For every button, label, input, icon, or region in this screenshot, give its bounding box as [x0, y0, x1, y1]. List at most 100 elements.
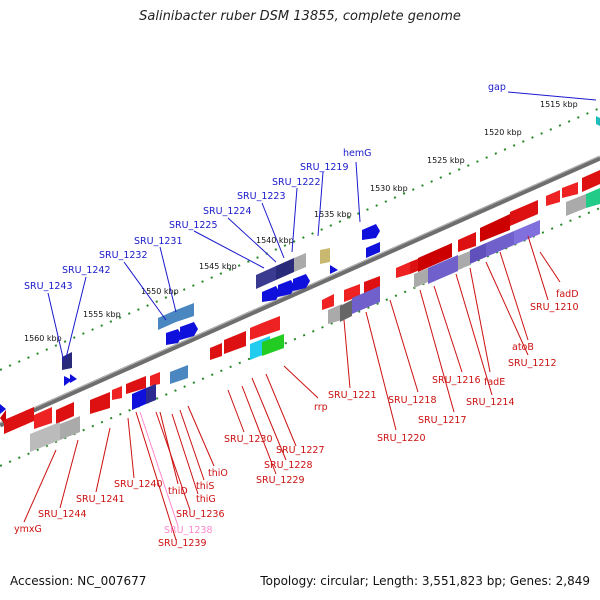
gene-arrow: [293, 274, 310, 291]
leader-line: [389, 299, 419, 393]
gene-label-SRU_1216: SRU_1216: [432, 375, 481, 386]
gene-arrow: [4, 407, 34, 434]
gene-arrow: [514, 220, 540, 245]
gene-arrow: [294, 253, 306, 272]
leader-line: [455, 273, 493, 396]
gene-arrow: [224, 331, 246, 354]
gene-label-SRU_1210: SRU_1210: [530, 302, 579, 313]
scale-label: 1550 kbp: [141, 287, 179, 296]
map-title: Salinibacter ruber DSM 13855, complete g…: [139, 9, 461, 24]
genome-summary: Topology: circular; Length: 3,551,823 bp…: [260, 574, 590, 588]
scale-label: 1560 kbp: [24, 334, 62, 343]
gene-label-SRU_1230: SRU_1230: [224, 434, 273, 445]
gene-label-fadD: fadD: [556, 289, 579, 300]
scale-label: 1545 kbp: [199, 262, 237, 271]
genes-text: Genes: 2,849: [509, 574, 590, 588]
gene-arrow: [276, 258, 294, 280]
leader-line: [59, 439, 79, 509]
gene-label-SRU_1222: SRU_1222: [272, 177, 321, 188]
gene-arrow: [328, 304, 342, 324]
leader-line: [95, 427, 111, 493]
leader-line: [365, 311, 397, 431]
gene-label-SRU_1229: SRU_1229: [256, 475, 305, 486]
scale-label: 1535 kbp: [314, 210, 352, 219]
genome-backbone-highlight: [0, 155, 600, 424]
gene-arrow: [470, 243, 486, 264]
leader-line: [193, 230, 265, 269]
scale-labels: 1515 kbp 1520 kbp 1525 kbp 1530 kbp 1535…: [24, 100, 578, 343]
leader-line: [47, 292, 65, 363]
leader-line: [485, 261, 529, 356]
gene-label-SRU_1220: SRU_1220: [377, 433, 426, 444]
gene-arrow: [176, 303, 194, 322]
gene-arrow: [322, 294, 334, 310]
leader-line: [419, 289, 455, 413]
gene-arrow: [320, 248, 330, 264]
bottom-gene-labels: fadD SRU_1210 atoB SRU_1212 fadE SRU_121…: [14, 289, 579, 549]
leader-line: [135, 411, 177, 541]
gene-arrow: [486, 231, 514, 257]
gene-arrow: [70, 374, 77, 383]
gene-arrow: [546, 190, 560, 206]
gene-label-SRU_1225: SRU_1225: [169, 220, 218, 231]
gene-label-SRU_1217: SRU_1217: [418, 415, 467, 426]
accession-text: Accession: NC_007677: [10, 574, 147, 588]
gene-label-rrp: rrp: [314, 402, 328, 413]
gene-label-SRU_1218: SRU_1218: [388, 395, 437, 406]
gene-label-gap: gap: [488, 82, 506, 93]
strand-genes: [0, 170, 600, 426]
leader-line: [155, 411, 191, 511]
gene-arrow: [180, 322, 198, 340]
gene-label-ymxG: ymxG: [14, 524, 42, 535]
leader-line: [539, 251, 561, 283]
bottom-leaders: [23, 235, 561, 541]
gene-arrow: [146, 384, 156, 404]
gene-label-SRU_1244: SRU_1244: [38, 509, 87, 520]
gene-arrow: [510, 200, 538, 226]
gene-label-SRU_1236: SRU_1236: [176, 509, 225, 520]
leader-line: [265, 373, 297, 447]
gene-arrow: [596, 116, 600, 126]
leader-line: [187, 405, 215, 467]
scale-label: 1525 kbp: [427, 156, 465, 165]
gene-arrow: [170, 365, 188, 384]
topology-text: Topology: circular;: [260, 574, 369, 588]
gene-arrow: [112, 386, 122, 400]
scale-label: 1540 kbp: [256, 236, 294, 245]
gene-label-SRU_1231: SRU_1231: [134, 236, 183, 247]
leader-line: [251, 377, 287, 461]
gene-arrow: [250, 323, 262, 340]
gene-label-thiD: thiD: [168, 486, 188, 497]
gene-label-SRU_1232: SRU_1232: [99, 250, 148, 261]
gene-label-thiO: thiO: [208, 468, 228, 479]
gene-arrow: [62, 352, 72, 370]
gene-arrow: [340, 300, 352, 322]
gene-arrow: [582, 170, 600, 192]
gene-arrow: [158, 310, 176, 330]
gene-arrow: [64, 376, 72, 386]
gene-label-hemG: hemG: [343, 148, 371, 159]
gene-arrow: [480, 214, 510, 242]
scale-label: 1515 kbp: [540, 100, 578, 109]
leader-line: [507, 91, 597, 101]
gene-arrow: [166, 329, 182, 345]
leader-line: [499, 251, 529, 341]
gene-arrow: [352, 286, 380, 314]
leader-line: [171, 413, 199, 495]
top-leaders: [47, 91, 597, 363]
gene-arrow: [34, 407, 52, 429]
gene-label-atoB: atoB: [512, 342, 534, 353]
gene-label-thiS: thiS: [196, 481, 214, 492]
leader-line: [227, 389, 245, 433]
leader-line: [433, 285, 463, 373]
gene-label-thiG: thiG: [196, 494, 216, 505]
gene-arrow: [262, 316, 280, 336]
leader-line: [127, 417, 135, 479]
leader-line: [317, 171, 324, 237]
length-text: Length: 3,551,823 bp;: [372, 574, 507, 588]
scale-label: 1520 kbp: [484, 128, 522, 137]
leader-line: [291, 187, 298, 253]
gene-label-SRU_1221: SRU_1221: [328, 390, 377, 401]
gene-arrow: [458, 251, 470, 270]
